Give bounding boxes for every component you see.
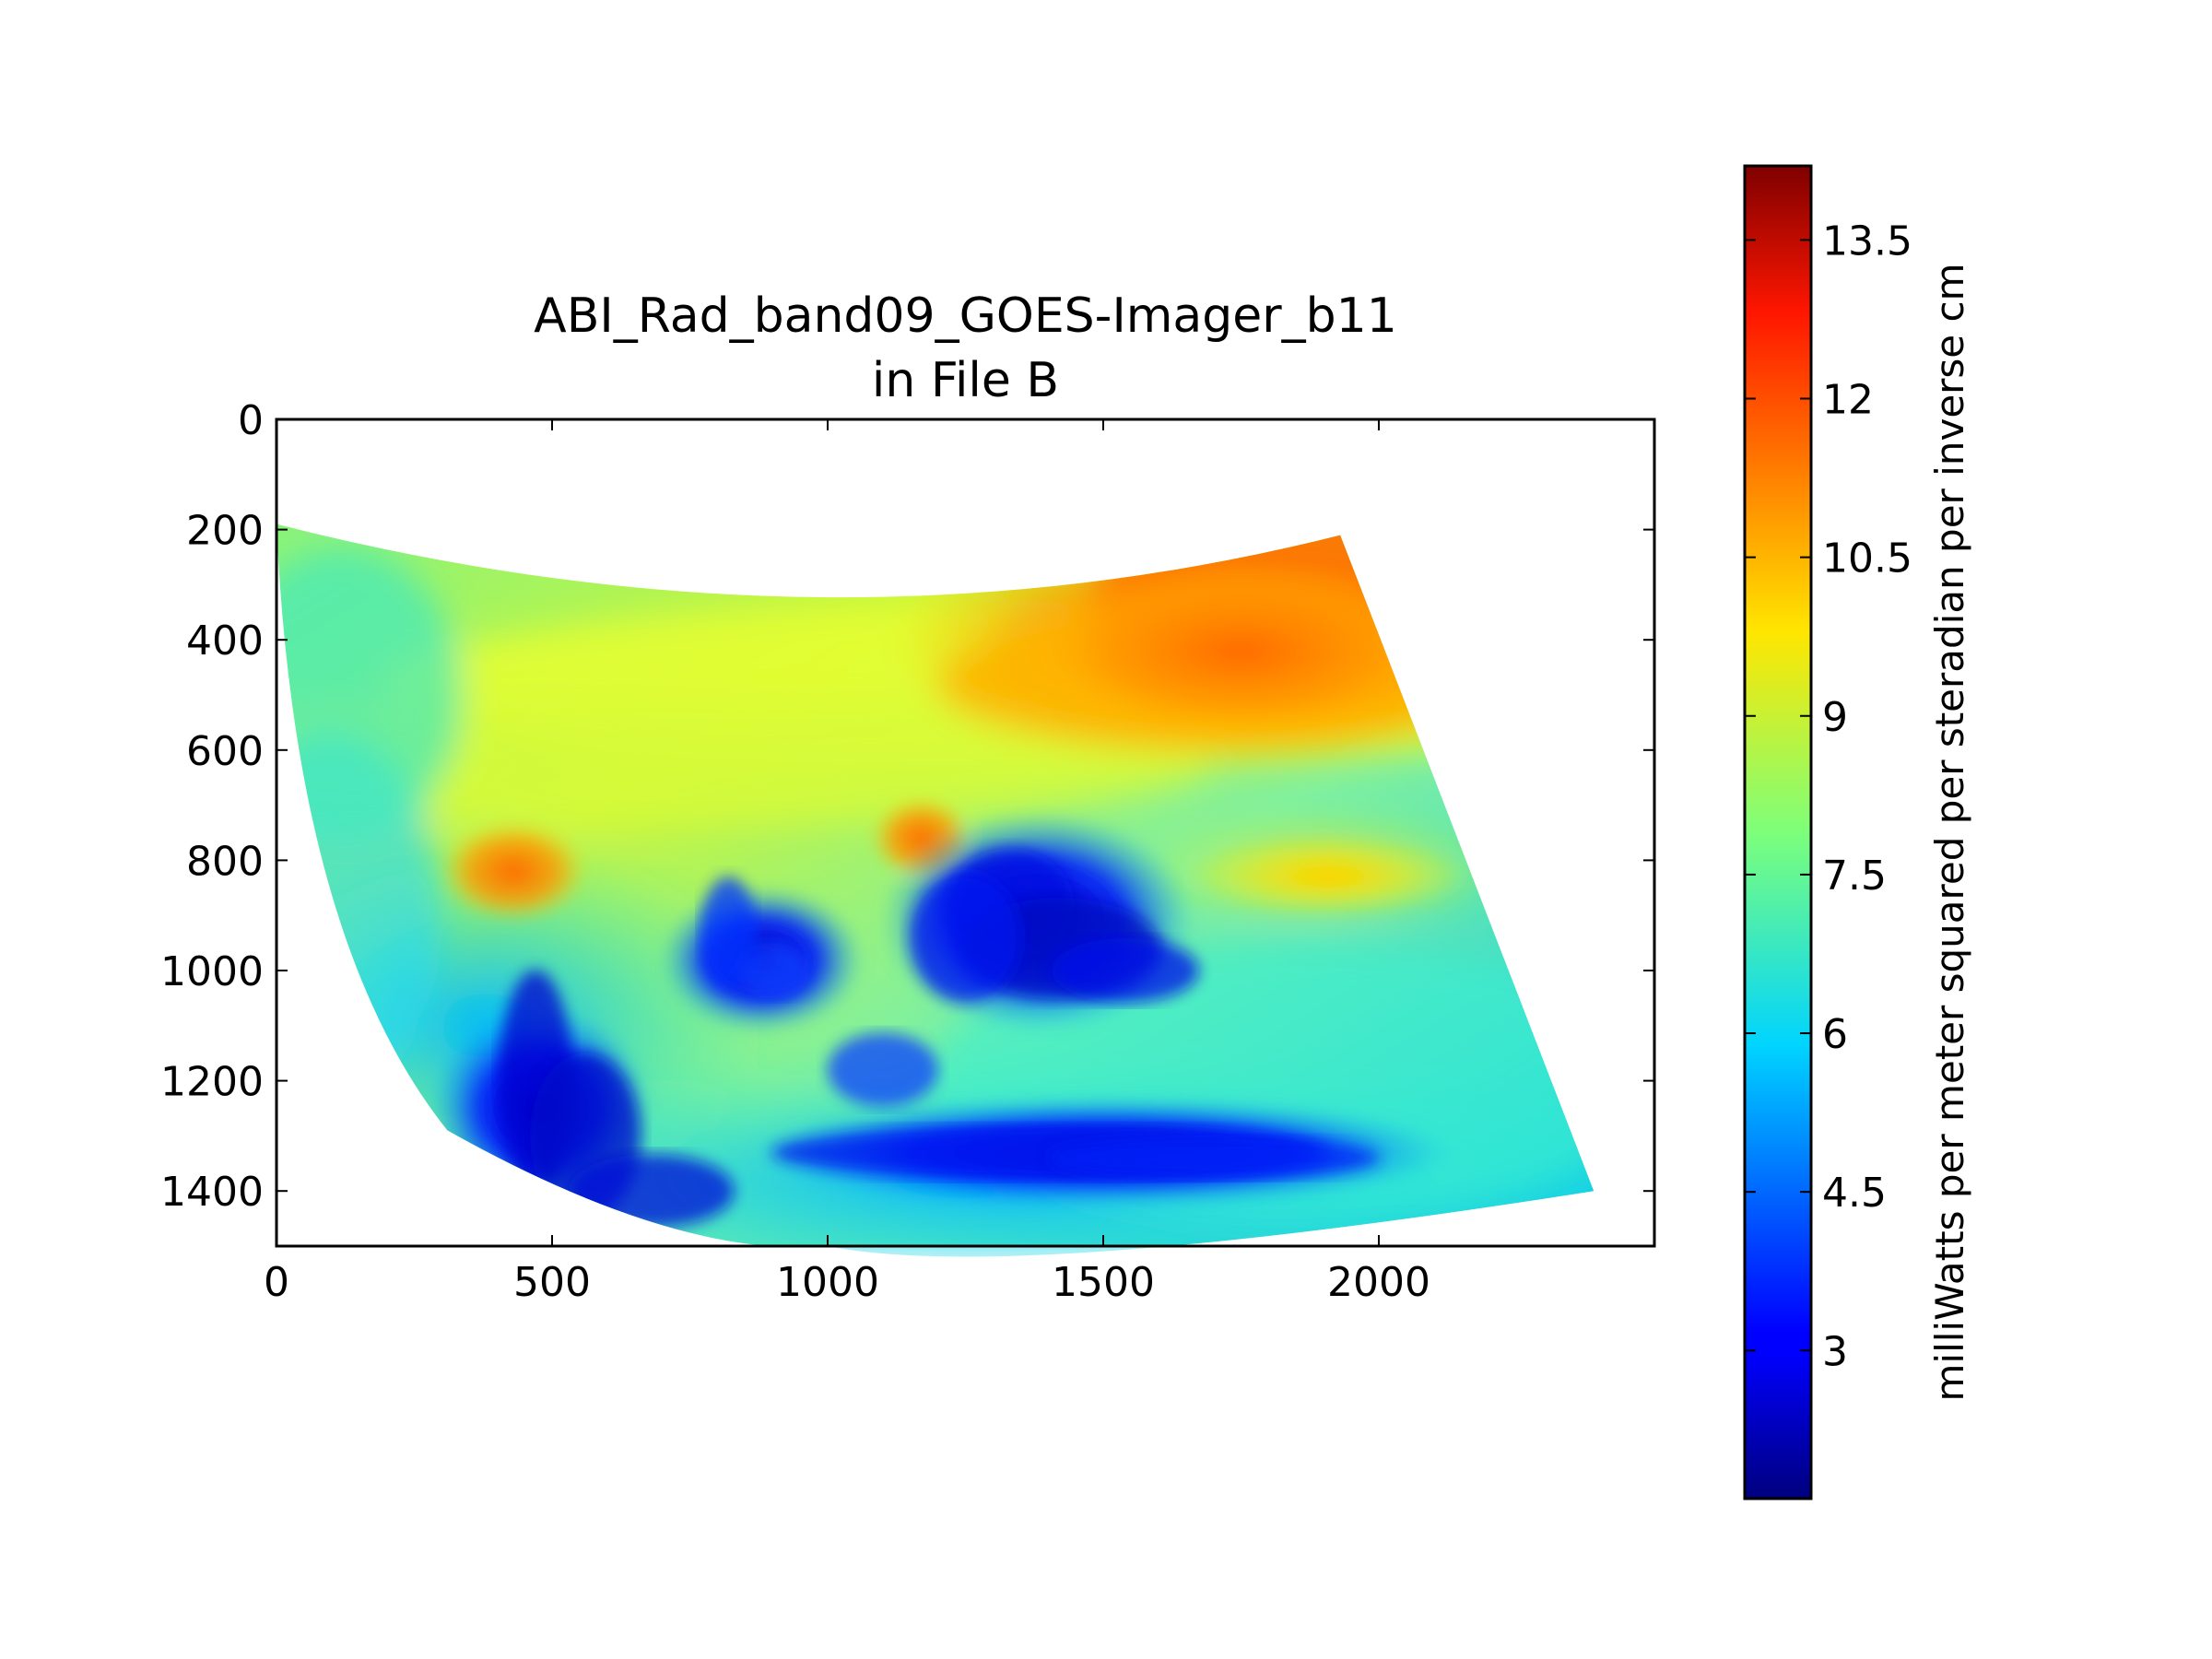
x-tick-label: 2000 bbox=[1327, 1259, 1430, 1306]
plot-frame bbox=[275, 418, 1656, 1248]
y-tick-label: 1200 bbox=[160, 1059, 264, 1106]
y-tick-label: 1400 bbox=[160, 1169, 264, 1216]
colorbar bbox=[1743, 164, 1813, 1500]
colorbar-tick-label: 10.5 bbox=[1822, 535, 1912, 582]
feature-warm-spot-west bbox=[440, 820, 588, 923]
cloud-streak bbox=[910, 873, 1021, 1003]
x-tick-label: 0 bbox=[264, 1259, 289, 1306]
colorbar-tick-label: 6 bbox=[1822, 1011, 1848, 1058]
cloud-streak bbox=[1051, 938, 1199, 1003]
colorbar-tick-label: 12 bbox=[1822, 376, 1874, 423]
cloud-streaks bbox=[499, 849, 1380, 1229]
colorbar-tick-label: 4.5 bbox=[1822, 1170, 1887, 1217]
radiance-image bbox=[276, 524, 1594, 1257]
colorbar-label: milliWatts per meter squared per steradi… bbox=[1927, 263, 1972, 1401]
colorbar-tick-label: 7.5 bbox=[1822, 853, 1887, 900]
y-tick-label: 400 bbox=[186, 618, 264, 665]
feature-warm-region-northeast bbox=[1010, 559, 1472, 744]
chart-title-line2: in File B bbox=[872, 353, 1059, 408]
x-tick-label: 1000 bbox=[776, 1259, 879, 1306]
colorbar-tick-label: 13.5 bbox=[1822, 218, 1912, 265]
x-tick-label: 500 bbox=[513, 1259, 591, 1306]
cloud-streak bbox=[700, 877, 757, 988]
chart-title-line1: ABI_Rad_band09_GOES-Imager_b11 bbox=[534, 288, 1397, 344]
colorbar-ticks: 3 4.5 6 7.5 9 10.5 12 13.5 bbox=[1745, 218, 1912, 1375]
feature-warm-band-east bbox=[1191, 840, 1468, 914]
x-tick-label: 1500 bbox=[1052, 1259, 1155, 1306]
cloud-streak bbox=[827, 1032, 938, 1107]
y-tick-label: 600 bbox=[186, 728, 264, 775]
y-tick-label: 200 bbox=[186, 508, 264, 555]
cloud-streak bbox=[735, 943, 810, 998]
cloud-streak bbox=[1047, 1137, 1380, 1179]
y-axis: 0 200 400 600 800 1000 1200 1400 bbox=[160, 397, 1654, 1216]
colorbar-tick-label: 9 bbox=[1822, 694, 1848, 741]
y-tick-label: 800 bbox=[186, 838, 264, 885]
y-tick-label: 0 bbox=[238, 397, 264, 444]
cloud-streak bbox=[568, 1154, 735, 1229]
colorbar-tick-label: 3 bbox=[1822, 1328, 1848, 1375]
y-tick-label: 1000 bbox=[160, 948, 264, 995]
x-axis: 0 500 1000 1500 2000 bbox=[264, 419, 1430, 1306]
